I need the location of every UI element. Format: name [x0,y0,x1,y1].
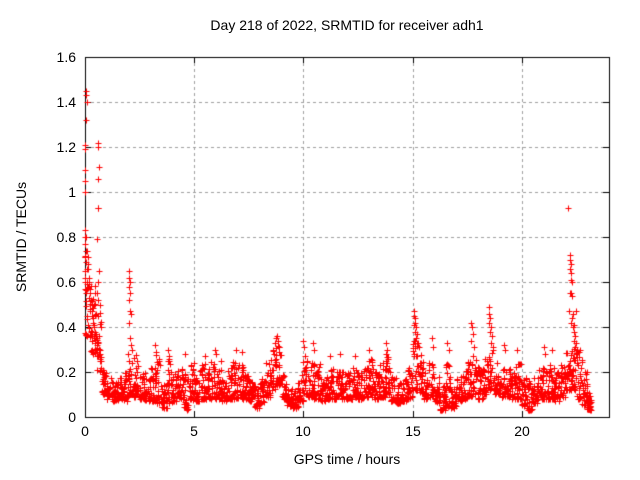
y-tick-label: 1.4 [56,94,76,110]
x-tick-label: 10 [295,423,311,439]
x-axis-label: GPS time / hours [293,451,401,467]
y-tick-label: 1.6 [56,49,76,65]
x-tick-label: 20 [514,423,530,439]
x-tick-label: 15 [405,423,421,439]
y-tick-label: 1 [68,184,76,200]
y-tick-label: 0.6 [56,274,76,290]
y-tick-label: 0.8 [56,229,76,245]
chart-title: Day 218 of 2022, SRMTID for receiver adh… [210,17,484,33]
y-tick-label: 0 [68,409,76,425]
x-tick-label: 5 [190,423,198,439]
y-tick-label: 0.2 [56,364,76,380]
y-tick-label: 0.4 [56,319,76,335]
y-tick-label: 1.2 [56,139,76,155]
x-tick-label: 0 [81,423,89,439]
